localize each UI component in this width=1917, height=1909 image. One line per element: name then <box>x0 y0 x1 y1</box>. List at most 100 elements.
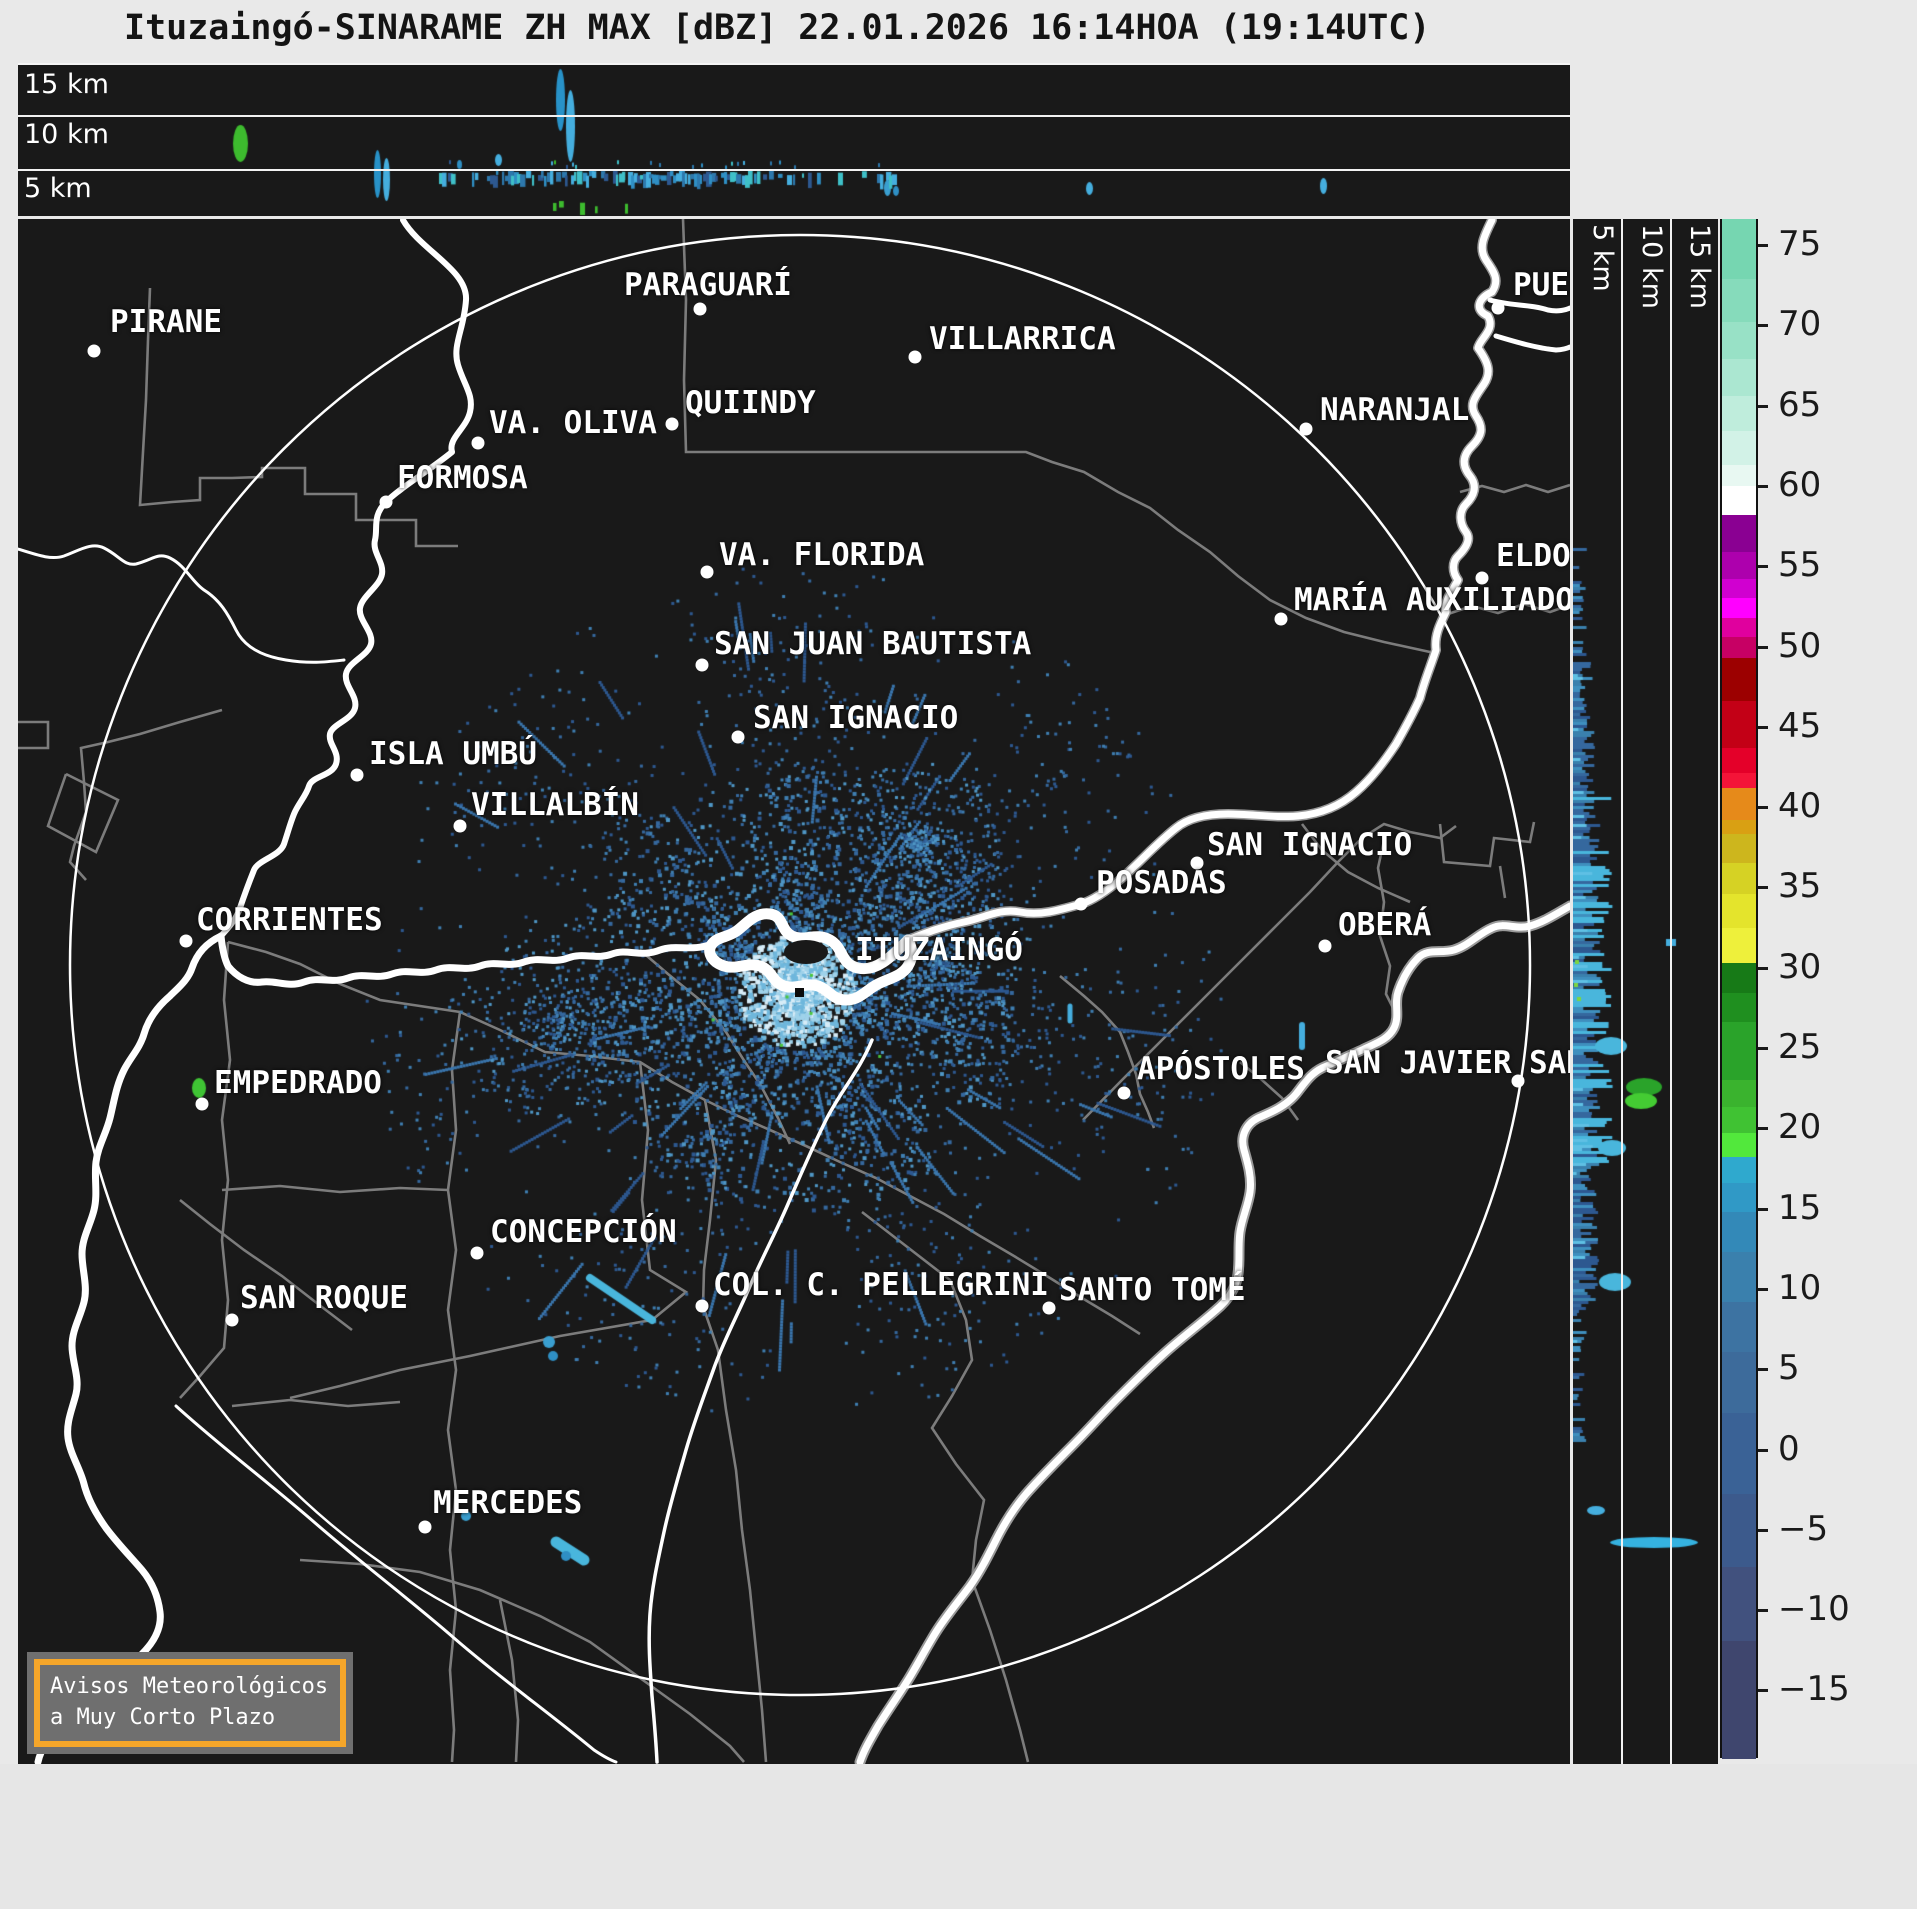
colorbar-band <box>1722 1640 1756 1759</box>
colorbar-tick <box>1758 484 1768 488</box>
colorbar-tick <box>1758 1528 1768 1532</box>
city-label: APÓSTOLES <box>1137 1051 1305 1087</box>
colorbar-tick-label: 10 <box>1778 1267 1822 1308</box>
city-label: ITUZAINGÓ <box>855 932 1023 968</box>
colorbar-band <box>1722 322 1756 360</box>
colorbar-tick <box>1758 1609 1768 1613</box>
colorbar-band <box>1722 431 1756 466</box>
colorbar-band <box>1722 773 1756 789</box>
colorbar-band <box>1722 1211 1756 1253</box>
city-dot <box>1318 939 1332 953</box>
colorbar-band <box>1722 1251 1756 1303</box>
city-dot <box>665 417 679 431</box>
city-label: CORRIENTES <box>196 902 383 938</box>
colorbar-band <box>1722 636 1756 659</box>
colorbar-band <box>1722 657 1756 702</box>
colorbar-tick-label: 15 <box>1778 1187 1822 1228</box>
colorbar-band <box>1722 278 1756 323</box>
colorbar-band <box>1722 551 1756 580</box>
city-dot <box>225 1313 239 1327</box>
colorbar-tick-label: 0 <box>1778 1428 1800 1469</box>
colorbar-band <box>1722 598 1756 619</box>
city-label: SAN JAVIER <box>1325 1045 1512 1081</box>
city-dot <box>87 344 101 358</box>
page-title: Ituzaingó-SINARAME ZH MAX [dBZ] 22.01.20… <box>124 8 1431 48</box>
right-profile-echo-canvas <box>1573 219 1718 1764</box>
city-dot <box>731 730 745 744</box>
colorbar-band <box>1722 863 1756 895</box>
colorbar-tick <box>1758 244 1768 247</box>
city-label: VILLARRICA <box>929 321 1116 357</box>
altitude-label: 15 km <box>1684 224 1715 309</box>
colorbar-tick <box>1758 1207 1768 1211</box>
colorbar-tick <box>1758 1047 1768 1050</box>
top-profile-echo-canvas <box>18 65 1570 216</box>
city-dot <box>1074 897 1088 911</box>
colorbar-tick-label: −15 <box>1778 1669 1850 1710</box>
colorbar-band <box>1722 1022 1756 1081</box>
colorbar-tick-label: 5 <box>1778 1348 1800 1389</box>
city-dot <box>418 1520 432 1534</box>
city-label: COL. C. PELLEGRINI <box>713 1267 1049 1303</box>
colorbar-tick-label: 60 <box>1778 464 1822 505</box>
colorbar-band <box>1722 1412 1756 1496</box>
city-label: VILLALBÍN <box>471 787 639 823</box>
city-dot <box>379 495 393 509</box>
colorbar-band <box>1722 359 1756 397</box>
city-dot <box>453 819 467 833</box>
colorbar-band <box>1722 395 1756 433</box>
colorbar-tick-label: 40 <box>1778 786 1822 827</box>
colorbar-tick-label: −5 <box>1778 1508 1829 1549</box>
colorbar-band <box>1722 1107 1756 1134</box>
river-parana-south <box>34 932 225 1764</box>
altitude-label: 5 km <box>1587 224 1618 292</box>
city-dots <box>87 301 1525 1534</box>
river-paraguay <box>218 219 474 939</box>
city-dot <box>470 1246 484 1260</box>
river-uruguay <box>856 902 1570 1764</box>
city-label: ELDORADO <box>1496 538 1570 574</box>
city-dot <box>700 565 714 579</box>
altitude-label: 5 km <box>24 173 92 204</box>
river-parana-upper <box>904 219 1500 944</box>
city-label: SAN ROQUE <box>240 1280 408 1316</box>
rivers <box>18 219 1570 1764</box>
colorbar-tick <box>1758 966 1768 970</box>
colorbar-band <box>1722 617 1756 638</box>
colorbar-band <box>1722 514 1756 553</box>
altitude-label: 15 km <box>24 69 109 100</box>
city-dot <box>179 934 193 948</box>
colorbar-band <box>1722 927 1756 964</box>
colorbar-tick-label: 25 <box>1778 1027 1822 1067</box>
colorbar-tick-label: −10 <box>1778 1589 1850 1630</box>
colorbar-band <box>1722 819 1756 836</box>
river-parana-west <box>217 932 716 988</box>
colorbar-tick <box>1758 645 1768 649</box>
colorbar-tick <box>1758 565 1768 569</box>
colorbar-band <box>1722 485 1756 516</box>
colorbar-tick-label: 45 <box>1778 705 1822 746</box>
altitude-label: 10 km <box>24 119 109 150</box>
city-dot <box>195 1097 209 1111</box>
altitude-line <box>18 169 1570 171</box>
city-label: EMPEDRADO <box>214 1065 382 1101</box>
altitude-line <box>1621 219 1623 1764</box>
city-label: FORMOSA <box>397 460 528 496</box>
city-label: VA. OLIVA <box>489 405 657 441</box>
alert-line-2: a Muy Corto Plazo <box>50 1705 276 1730</box>
colorbar-band <box>1722 465 1756 487</box>
city-label: MARÍA AUXILIADORA <box>1294 582 1570 618</box>
colorbar-band <box>1722 787 1756 821</box>
colorbar-band <box>1722 1494 1756 1568</box>
city-dot <box>1475 571 1489 585</box>
dbz-colorbar <box>1720 219 1758 1759</box>
colorbar-tick <box>1758 725 1768 729</box>
city-dot <box>1042 1301 1056 1315</box>
colorbar-tick-label: 70 <box>1778 304 1822 345</box>
colorbar-tick-label: 30 <box>1778 946 1822 987</box>
colorbar-band <box>1722 993 1756 1024</box>
colorbar-band <box>1722 1182 1756 1213</box>
colorbar-band <box>1722 219 1756 280</box>
city-dot <box>693 302 707 316</box>
